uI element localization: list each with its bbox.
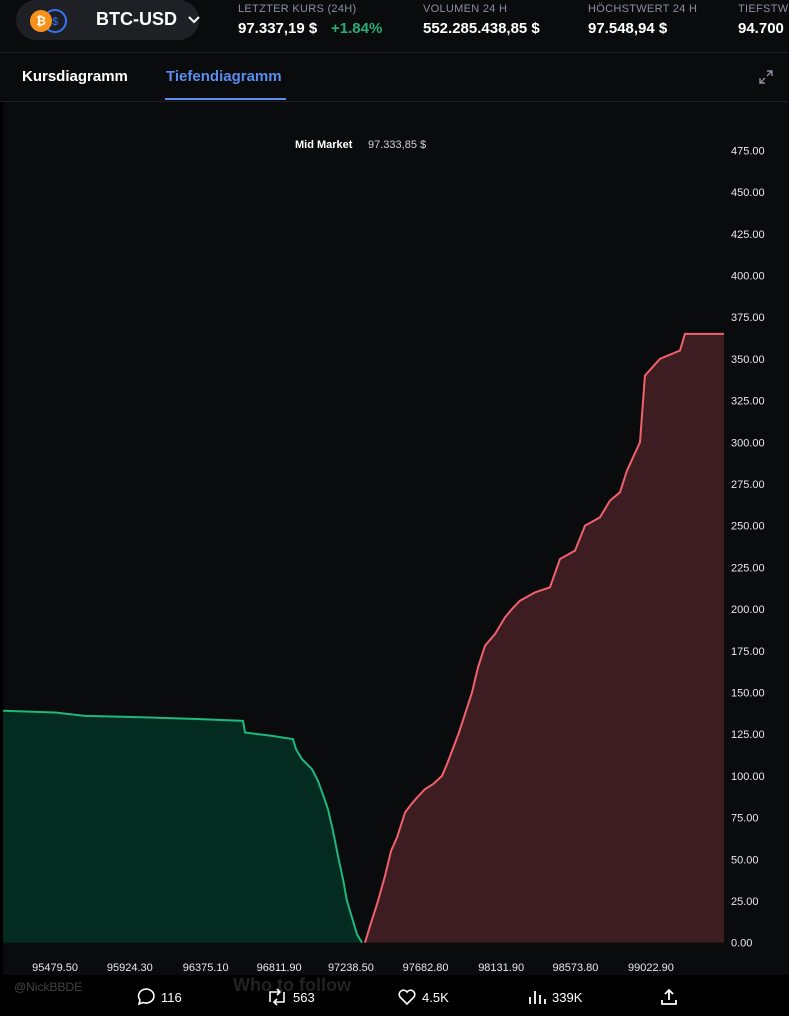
y-tick-label: 125.00	[731, 729, 765, 741]
svg-text:₿: ₿	[36, 14, 46, 28]
x-tick-label: 95924.30	[107, 962, 153, 974]
symbol: BTC-USD	[96, 9, 177, 29]
header: $ ₿ BTC-USD LETZTER KURS (24H) 97.337,19…	[0, 0, 789, 53]
stat-value: 552.285.438,85 $	[423, 20, 540, 37]
x-tick-label: 97238.50	[328, 962, 374, 974]
tab-active[interactable]: Tiefendiagramm	[166, 68, 282, 85]
stat-value: 97.548,94 $	[588, 20, 668, 37]
x-tick-label: 99022.90	[628, 962, 674, 974]
like-count: 4.5K	[422, 990, 449, 1005]
reply-icon[interactable]	[136, 987, 156, 1007]
y-tick-label: 175.00	[731, 646, 765, 658]
y-tick-label: 0.00	[731, 938, 752, 950]
views-icon[interactable]	[527, 987, 547, 1007]
y-tick-label: 200.00	[731, 604, 765, 616]
x-tick-label: 98131.90	[478, 962, 524, 974]
stat-label: HÖCHSTWERT 24 H	[588, 3, 698, 15]
tab[interactable]: Kursdiagramm	[22, 68, 128, 85]
mid-market-value: 97.333,85 $	[368, 139, 426, 151]
y-tick-label: 425.00	[731, 229, 765, 241]
repost-count: 563	[293, 990, 315, 1005]
y-tick-label: 350.00	[731, 354, 765, 366]
tweet-actions: @NickBBDE Who to follow 116 563 4.5K 339…	[0, 975, 789, 1016]
y-tick-label: 325.00	[731, 396, 765, 408]
stat-label: TIEFSTW	[738, 3, 789, 15]
tab-underline	[165, 98, 286, 100]
repost-icon[interactable]	[266, 987, 288, 1007]
expand-icon[interactable]	[759, 70, 773, 84]
stat-value: 94.700	[738, 20, 784, 37]
watermark: @NickBBDE	[14, 980, 83, 994]
stat-value: 97.337,19 $	[238, 20, 318, 37]
x-tick-label: 97682.80	[403, 962, 449, 974]
tab-bar: Kursdiagramm Tiefendiagramm	[0, 53, 789, 102]
depth-chart: 0.00 25.00 50.00 75.00 100.00 125.00 150.00 175…	[3, 102, 789, 975]
y-tick-label: 250.00	[731, 521, 765, 533]
depth-line	[364, 332, 724, 943]
views-count: 339K	[552, 990, 583, 1005]
y-tick-label: 25.00	[731, 896, 759, 908]
depth-area	[365, 333, 724, 943]
x-tick-label: 98573.80	[553, 962, 599, 974]
svg-text:$: $	[52, 16, 58, 28]
y-tick-label: 100.00	[731, 771, 765, 783]
coin-icons: $ ₿	[30, 9, 67, 33]
like-icon[interactable]	[397, 987, 417, 1007]
y-tick-label: 450.00	[731, 187, 765, 199]
y-tick-label: 300.00	[731, 437, 765, 449]
overlay-text: Who to follow	[233, 975, 351, 995]
y-tick-label: 50.00	[731, 854, 759, 866]
reply-count: 116	[161, 990, 182, 1005]
x-tick-label: 95479.50	[32, 962, 78, 974]
depth-area	[3, 710, 363, 943]
share-icon[interactable]	[659, 987, 679, 1007]
mid-market-label: Mid Market	[295, 139, 353, 151]
stat-label: VOLUMEN 24 H	[423, 3, 508, 15]
x-tick-label: 96375.10	[183, 962, 229, 974]
y-tick-label: 225.00	[731, 562, 765, 574]
stat-label: LETZTER KURS (24H)	[238, 3, 357, 15]
x-tick-label: 96811.90	[257, 962, 302, 974]
y-tick-label: 400.00	[731, 270, 765, 282]
y-tick-label: 275.00	[731, 479, 765, 491]
y-tick-label: 375.00	[731, 312, 765, 324]
chevron	[188, 16, 200, 24]
depth-line	[3, 709, 363, 944]
y-tick-label: 150.00	[731, 687, 765, 699]
stat-change: +1.84%	[331, 20, 383, 37]
symbol-selector[interactable]: $ ₿ BTC-USD	[16, 0, 200, 40]
y-tick-label: 475.00	[731, 145, 765, 157]
y-tick-label: 75.00	[731, 813, 759, 825]
